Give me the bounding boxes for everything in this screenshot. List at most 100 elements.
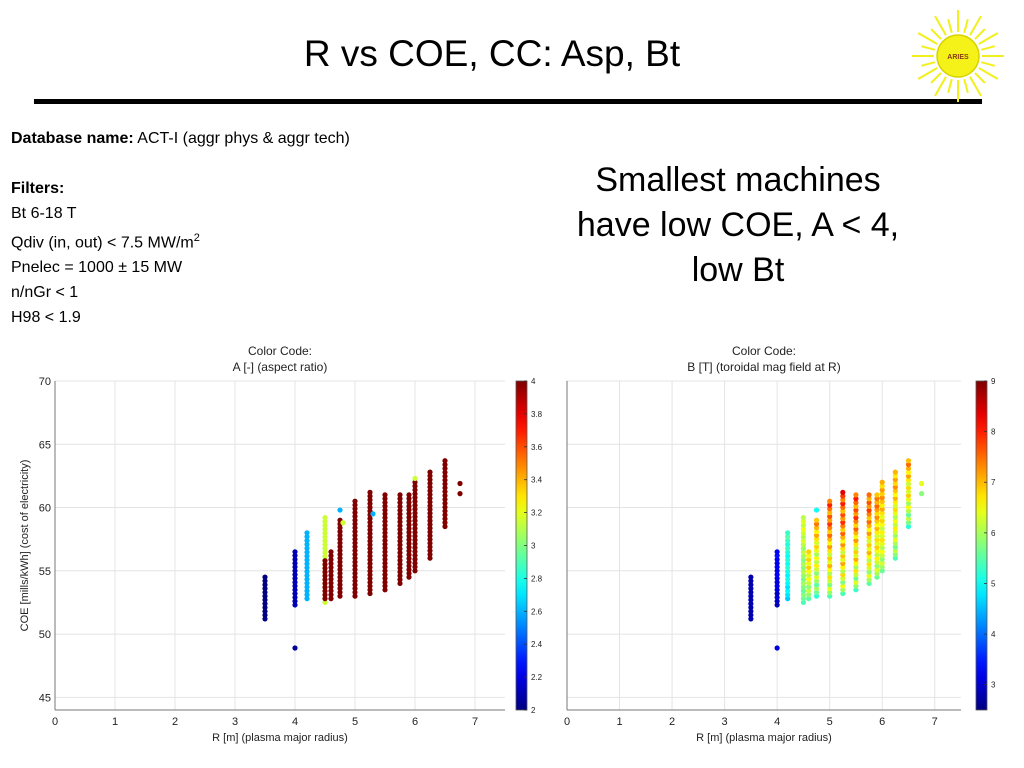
data-point (813, 563, 820, 569)
data-column (397, 492, 403, 587)
colorbar-tick-label: 3.2 (531, 509, 543, 518)
data-point (827, 547, 833, 554)
data-point (382, 575, 388, 581)
data-point (328, 596, 334, 602)
data-point (367, 519, 373, 525)
data-point (427, 529, 433, 535)
data-point (442, 516, 448, 522)
data-point (442, 520, 448, 526)
data-point (322, 565, 328, 571)
data-point (774, 583, 780, 589)
data-point (322, 522, 328, 528)
data-point (262, 585, 268, 592)
data-point (328, 580, 334, 586)
data-point (304, 568, 310, 575)
data-point (866, 534, 872, 540)
data-point (406, 503, 412, 509)
data-point (427, 506, 433, 513)
data-point (813, 570, 820, 576)
data-point (328, 564, 334, 571)
data-point (892, 533, 898, 539)
data-point (304, 530, 310, 536)
data-point (853, 496, 859, 502)
data-point (785, 584, 791, 590)
sun-ray (947, 19, 953, 34)
database-label: Database name: (11, 130, 134, 147)
logo-text: ARIES (947, 54, 969, 61)
colorbar-tick-label: 4 (991, 630, 996, 639)
data-point (442, 492, 448, 499)
data-point (827, 525, 833, 531)
data-point (874, 548, 880, 554)
data-point (382, 503, 388, 509)
data-point (427, 551, 433, 558)
data-point (352, 532, 358, 538)
data-point (427, 476, 433, 483)
data-point (412, 475, 418, 482)
data-point (442, 500, 448, 506)
data-point (406, 544, 412, 550)
data-point (919, 491, 925, 497)
data-point (905, 496, 912, 503)
data-point (853, 522, 859, 528)
data-point (412, 560, 418, 566)
data-point (892, 473, 898, 479)
filter-text: Qdiv (in, out) < 7.5 MW/m (11, 234, 194, 252)
data-point (866, 507, 872, 513)
data-point (397, 530, 403, 536)
data-point (337, 528, 343, 535)
data-point (382, 518, 388, 525)
data-point (874, 533, 880, 539)
data-column (853, 492, 859, 593)
data-point (853, 534, 859, 540)
data-point (774, 553, 780, 559)
data-point (853, 503, 859, 509)
sun-ray (963, 19, 969, 34)
data-point (322, 538, 328, 544)
data-point (874, 510, 880, 517)
data-point (367, 545, 373, 552)
data-point (813, 593, 820, 599)
data-point (813, 521, 820, 527)
data-point (337, 566, 343, 573)
data-point (853, 537, 859, 544)
data-point (879, 479, 885, 485)
data-point (412, 568, 418, 574)
data-point (853, 526, 859, 532)
data-point (367, 523, 373, 529)
data-point (427, 469, 433, 475)
data-point (879, 491, 885, 497)
data-point (352, 589, 358, 595)
data-point (853, 541, 859, 547)
data-point (397, 565, 403, 571)
data-point (800, 561, 806, 567)
data-point (292, 556, 298, 563)
data-point (905, 520, 912, 526)
data-point (800, 565, 806, 571)
data-point (827, 506, 833, 512)
data-point (874, 540, 880, 547)
colorbar-tick-label: 8 (991, 428, 996, 437)
x-tick-label: 3 (722, 716, 728, 728)
data-point (427, 510, 433, 516)
colorbar-tick-label: 3 (531, 542, 536, 551)
colorbar-tick-label: 2.8 (531, 574, 543, 583)
data-point (367, 538, 373, 544)
x-tick-label: 5 (352, 716, 358, 728)
data-point (367, 497, 373, 503)
data-point (304, 565, 310, 571)
data-point (292, 549, 298, 555)
data-point (874, 552, 880, 558)
data-point (840, 572, 846, 578)
data-point (748, 616, 754, 622)
sun-ray (969, 15, 982, 36)
data-point (397, 573, 403, 579)
data-point (412, 521, 418, 528)
data-point (442, 481, 448, 487)
data-point (866, 511, 872, 517)
data-point (892, 525, 898, 531)
data-column (328, 549, 334, 602)
data-point (866, 561, 872, 567)
x-tick-label: 1 (112, 716, 118, 728)
data-point (853, 587, 859, 593)
